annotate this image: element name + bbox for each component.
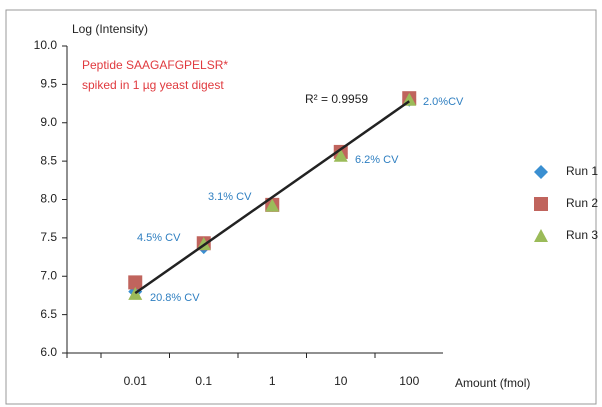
x-tick-label: 100 (399, 374, 419, 388)
x-tick-label: 1 (269, 374, 276, 388)
legend-marker (534, 229, 548, 242)
y-tick-label: 8.0 (40, 192, 57, 206)
marker (128, 275, 143, 290)
y-tick-label: 7.0 (40, 268, 57, 282)
legend-label: Run 3 (566, 228, 598, 242)
y-axis-label: Log (Intensity) (72, 22, 148, 36)
marker (265, 198, 280, 212)
marker (128, 286, 143, 300)
r-squared: R² = 0.9959 (305, 92, 368, 106)
chart-frame (5, 9, 597, 405)
marker (333, 148, 348, 162)
y-tick-label: 6.0 (40, 345, 57, 359)
trendline (134, 100, 410, 295)
y-tick-label: 9.5 (40, 77, 57, 91)
cv-label: 4.5% CV (137, 232, 181, 244)
x-tick-label: 0.1 (195, 374, 212, 388)
legend-label: Run 1 (566, 164, 598, 178)
y-tick-label: 8.5 (40, 153, 57, 167)
cv-label: 3.1% CV (208, 191, 252, 203)
y-tick-label: 6.5 (40, 307, 57, 321)
cv-label: 20.8% CV (150, 292, 200, 304)
legend-label: Run 2 (566, 196, 598, 210)
x-tick-label: 0.01 (124, 374, 148, 388)
y-tick-label: 10.0 (34, 38, 58, 52)
legend-marker (534, 197, 548, 211)
legend-marker (534, 165, 548, 179)
y-tick-label: 7.5 (40, 230, 57, 244)
cv-label: 2.0%CV (423, 96, 464, 108)
cv-label: 6.2% CV (355, 154, 399, 166)
x-axis-label: Amount (fmol) (455, 376, 530, 390)
x-tick-label: 10 (334, 374, 348, 388)
note-line: spiked in 1 µg yeast digest (82, 78, 224, 92)
note-line: Peptide SAAGAFGPELSR* (82, 58, 228, 72)
y-tick-label: 9.0 (40, 115, 57, 129)
